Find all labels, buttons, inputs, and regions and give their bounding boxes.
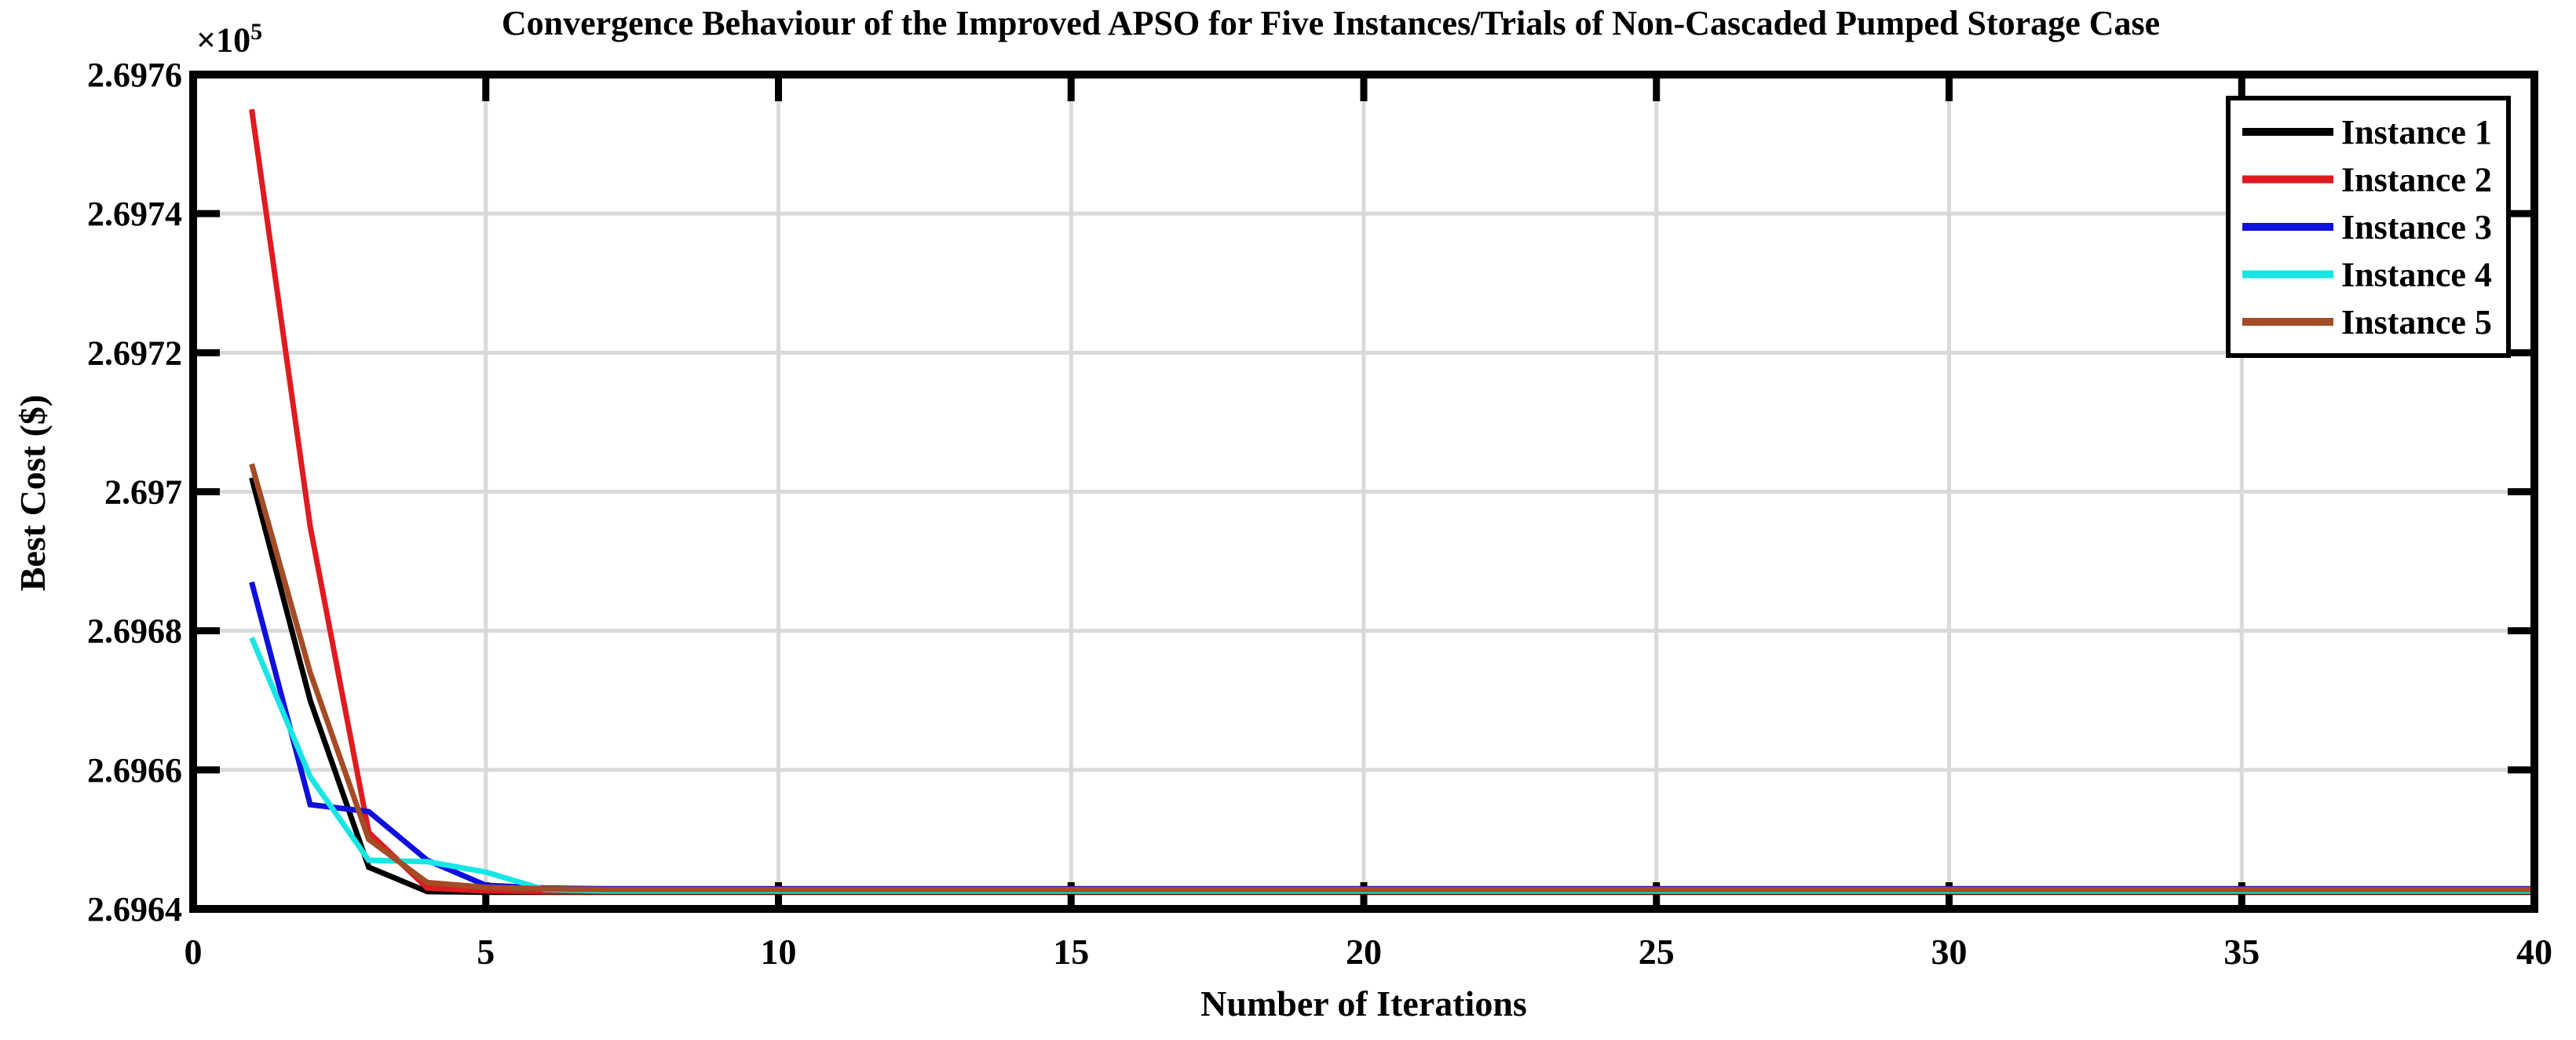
y-axis-multiplier-exponent: 5 [250, 19, 263, 45]
x-tick-label-40: 40 [2516, 932, 2552, 972]
legend-label-instance-2: Instance 2 [2341, 161, 2492, 199]
series-line-instance-4 [249, 637, 2534, 894]
y-axis-multiplier: ×105 [196, 19, 262, 60]
x-tick-label-10: 10 [761, 932, 797, 972]
x-axis-label: Number of Iterations [1200, 983, 1527, 1024]
legend-label-instance-1: Instance 1 [2341, 113, 2492, 151]
y-tick-label-2.6966: 2.6966 [87, 751, 182, 790]
y-tick-label-2.697: 2.697 [104, 473, 182, 512]
series-line-instance-2 [249, 108, 2534, 895]
series-line-instance-3 [249, 581, 2534, 892]
x-tick-label-20: 20 [1346, 932, 1382, 972]
x-tick-label-35: 35 [2223, 932, 2260, 972]
x-tick-label-30: 30 [1931, 932, 1968, 972]
plot-border [189, 71, 2538, 913]
y-tick-label-2.6972: 2.6972 [87, 334, 182, 372]
y-tick-label-2.6976: 2.6976 [87, 56, 182, 94]
y-tick-label-2.6964: 2.6964 [87, 890, 182, 929]
x-tick-label-15: 15 [1053, 932, 1089, 972]
legend-label-instance-3: Instance 3 [2341, 208, 2492, 246]
y-tick-label-2.6968: 2.6968 [87, 612, 182, 651]
series-line-instance-1 [249, 476, 2534, 896]
chart-title: Convergence Behaviour of the Improved AP… [501, 4, 2161, 42]
y-tick-label-2.6974: 2.6974 [87, 195, 182, 233]
x-tick-label-0: 0 [185, 932, 203, 972]
x-tick-label-25: 25 [1639, 932, 1675, 972]
x-tick-label-5: 5 [477, 932, 495, 972]
series-line-instance-5 [249, 463, 2534, 892]
legend-label-instance-4: Instance 4 [2341, 256, 2492, 294]
legend-label-instance-5: Instance 5 [2341, 303, 2492, 341]
y-axis-multiplier-base: ×10 [196, 20, 251, 60]
y-axis-label: Best Cost ($) [13, 394, 53, 592]
